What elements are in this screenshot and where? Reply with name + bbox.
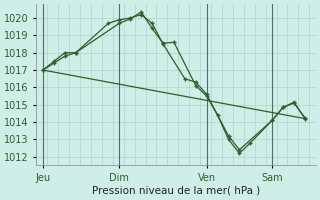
- X-axis label: Pression niveau de la mer( hPa ): Pression niveau de la mer( hPa ): [92, 186, 260, 196]
